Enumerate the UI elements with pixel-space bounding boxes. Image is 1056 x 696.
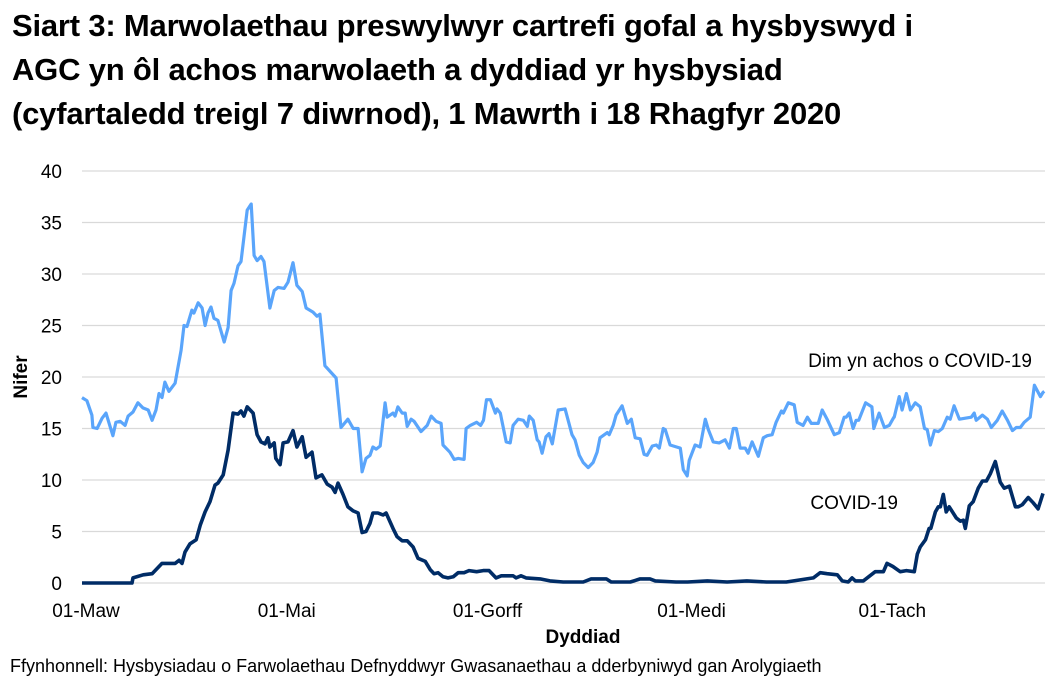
y-tick-label: 25 [41,317,62,338]
x-tick-label: 01-Tach [859,601,927,622]
series-label-covid: COVID-19 [810,493,898,514]
chart-title-line-2: AGC yn ôl achos marwolaeth a dyddiad yr … [12,52,783,87]
y-tick-label: 20 [41,368,62,389]
y-tick-label: 0 [51,574,62,595]
y-tick-label: 15 [41,420,62,441]
x-tick-label: 01-Mai [258,601,316,622]
x-tick-label: 01-Medi [657,601,726,622]
y-axis-title: Nifer [11,355,32,399]
series-line-covid [82,405,1045,585]
y-tick-label: 30 [41,265,62,286]
series-label-non-covid: Dim yn achos o COVID-19 [808,351,1032,372]
x-tick-label: 01-Gorff [453,601,523,622]
chart-title-line-3: (cyfartaledd treigl 7 diwrnod), 1 Mawrth… [12,96,842,131]
chart-title: Siart 3: Marwolaethau preswylwyr cartref… [12,4,1052,136]
y-tick-label: 10 [41,471,62,492]
y-tick-label: 35 [41,214,62,235]
chart-title-line-1: Siart 3: Marwolaethau preswylwyr cartref… [12,8,913,43]
x-tick-label: 01-Maw [52,601,120,622]
source-note: Ffynhonnell: Hysbysiadau o Farwolaethau … [10,656,822,676]
gridlines [82,170,1045,584]
x-axis-title: Dyddiad [546,627,621,648]
x-axis-tick-labels: 01-Maw 01-Mai 01-Gorff 01-Medi 01-Tach [52,601,926,622]
y-axis-tick-labels: 0 5 10 15 20 25 30 35 40 [41,162,62,595]
y-tick-label: 40 [41,162,62,183]
series-line-non-covid [81,202,1046,478]
y-tick-label: 5 [51,523,62,544]
